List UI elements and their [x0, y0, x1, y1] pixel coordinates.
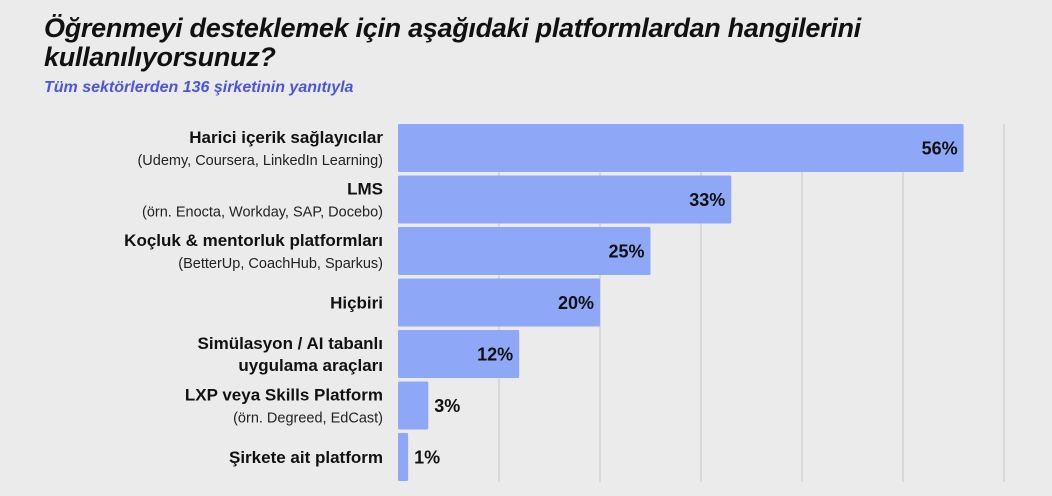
- category-name: Şirkete ait platform: [229, 448, 383, 467]
- value-label: 56%: [922, 139, 958, 159]
- bar: [398, 433, 409, 481]
- chart-subtitle: Tüm sektörlerden 136 şirketinin yanıtıyl…: [44, 79, 354, 96]
- bar: [398, 381, 429, 430]
- category-examples: (Udemy, Coursera, LinkedIn Learning): [137, 153, 383, 169]
- category-name: Hiçbiri: [330, 294, 383, 313]
- bar: [398, 278, 600, 327]
- value-label: 20%: [558, 293, 594, 313]
- category-examples: (BetterUp, CoachHub, Sparkus): [178, 256, 383, 272]
- category-label: Şirkete ait platform: [229, 448, 383, 467]
- category-label: Koçluk & mentorluk platformları (BetterUp…: [124, 231, 383, 272]
- category-label: Harici içerik sağlayıcılar (Udemy, Course…: [137, 128, 383, 169]
- chart-title: Öğrenmeyi desteklemek için aşağıdaki pla…: [44, 13, 861, 72]
- category-name: Koçluk & mentorluk platformları: [124, 231, 383, 250]
- category-label: Simülasyon / AI tabanlı uygulama araçları: [198, 334, 383, 375]
- value-label: 12%: [477, 345, 513, 365]
- bar: [398, 124, 964, 172]
- category-label: LMS (örn. Enocta, Workday, SAP, Docebo): [142, 180, 383, 221]
- category-label: LXP veya Skills Platform (örn. Degreed, E…: [185, 386, 383, 427]
- value-label: 33%: [689, 190, 725, 210]
- category-name: Simülasyon / AI tabanlı: [198, 334, 383, 353]
- category-label: Hiçbiri: [330, 294, 383, 313]
- category-name: LXP veya Skills Platform: [185, 386, 383, 405]
- category-examples: (örn. Degreed, EdCast): [233, 411, 383, 427]
- category-name: Harici içerik sağlayıcılar: [189, 128, 383, 147]
- category-examples: (örn. Enocta, Workday, SAP, Docebo): [142, 205, 383, 221]
- value-label: 3%: [434, 396, 460, 416]
- category-name: uygulama araçları: [238, 356, 383, 375]
- bar: [398, 227, 651, 275]
- category-name: LMS: [347, 180, 383, 199]
- value-label: 1%: [414, 448, 440, 468]
- value-label: 25%: [608, 242, 644, 262]
- bar: [398, 330, 520, 378]
- bar: [398, 175, 732, 224]
